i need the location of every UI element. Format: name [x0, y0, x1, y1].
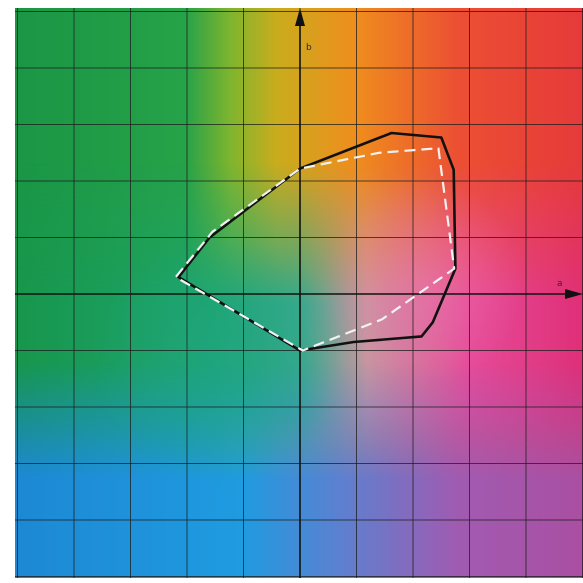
gamut-outline-solid [177, 131, 457, 352]
gamut-outlines [174, 131, 457, 352]
grid [15, 8, 583, 578]
axes: b a [15, 8, 583, 578]
b-axis-label: b [306, 43, 312, 53]
color-field [15, 8, 583, 578]
color-field-pink-glow [15, 8, 583, 578]
b-axis-arrow [295, 8, 305, 26]
a-axis-arrow [565, 289, 583, 299]
a-axis-label: a [557, 279, 563, 289]
